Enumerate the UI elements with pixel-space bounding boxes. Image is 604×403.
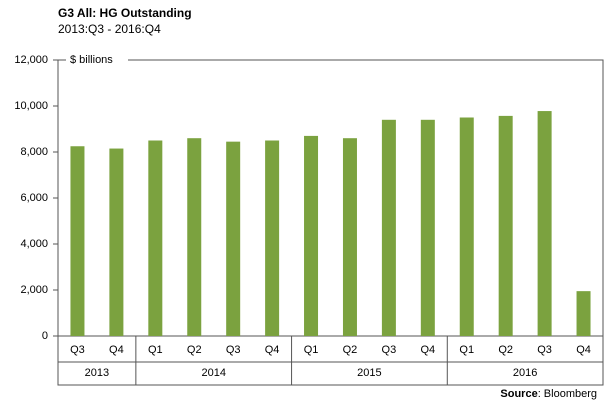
x-tick-label: Q4 <box>265 344 280 356</box>
source: Source: Bloomberg <box>500 388 597 400</box>
x-tick-label: Q4 <box>576 344 591 356</box>
group-label: 2015 <box>357 367 381 379</box>
group-label: 2016 <box>513 367 537 379</box>
x-tick-label: Q2 <box>187 344 202 356</box>
x-tick-label: Q4 <box>109 344 124 356</box>
chart-subtitle: 2013:Q3 - 2016:Q4 <box>58 22 161 36</box>
bar <box>148 140 163 336</box>
x-tick-label: Q1 <box>459 344 474 356</box>
x-tick-label: Q3 <box>382 344 397 356</box>
bar <box>187 138 202 336</box>
source-label: Source <box>500 388 537 400</box>
bar <box>420 119 435 336</box>
bar <box>226 141 241 336</box>
x-tick-label: Q3 <box>70 344 85 356</box>
x-tick-label: Q2 <box>343 344 358 356</box>
y-tick-label: 8,000 <box>20 146 48 158</box>
chart-title: G3 All: HG Outstanding <box>58 6 192 20</box>
bar <box>342 138 357 336</box>
x-tick-label: Q2 <box>498 344 513 356</box>
bar <box>459 117 474 336</box>
group-label: 2014 <box>201 367 225 379</box>
x-tick-label: Q3 <box>537 344 552 356</box>
bar <box>537 111 552 336</box>
y-tick-label: 10,000 <box>14 100 48 112</box>
x-tick-label: Q3 <box>226 344 241 356</box>
bar <box>70 146 85 336</box>
source-text: : Bloomberg <box>538 388 597 400</box>
y-tick-label: 12,000 <box>14 54 48 66</box>
plot-frame <box>57 59 604 386</box>
group-label: 2013 <box>85 367 109 379</box>
y-tick-label: 0 <box>42 330 48 342</box>
bar <box>381 119 396 336</box>
y-axis-label: $ billions <box>70 54 113 66</box>
x-tick-label: Q1 <box>148 344 163 356</box>
bar <box>109 148 124 336</box>
label-background <box>66 53 128 67</box>
x-tick-label: Q1 <box>304 344 319 356</box>
bar <box>576 291 591 336</box>
y-tick-label: 2,000 <box>20 284 48 296</box>
bar <box>498 115 513 336</box>
y-tick-label: 4,000 <box>20 238 48 250</box>
y-tick-label: 6,000 <box>20 192 48 204</box>
bar <box>304 135 319 336</box>
bar <box>265 140 280 336</box>
x-tick-label: Q4 <box>420 344 435 356</box>
